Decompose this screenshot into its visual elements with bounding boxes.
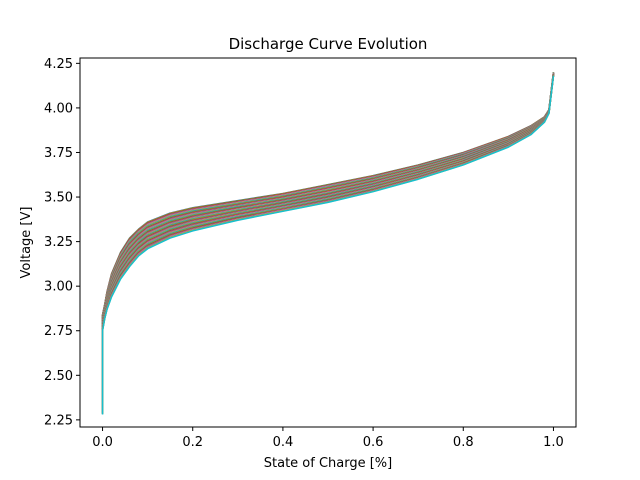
y-axis-title: Voltage [V] xyxy=(19,207,34,279)
y-tick-label: 2.50 xyxy=(44,369,73,384)
y-tick-label: 3.00 xyxy=(44,280,73,295)
y-tick-label: 3.25 xyxy=(44,235,73,250)
plot-frame xyxy=(79,57,577,428)
y-tick-label: 4.00 xyxy=(44,101,73,116)
chart-title: Discharge Curve Evolution xyxy=(229,35,428,53)
x-tick-label: 0.0 xyxy=(92,435,113,450)
x-tick-label: 0.4 xyxy=(273,435,294,450)
x-tick-label: 0.6 xyxy=(363,435,384,450)
x-axis-ticks: 0.0 0.2 0.4 0.6 0.8 1.0 xyxy=(92,427,564,450)
y-tick-label: 3.75 xyxy=(44,146,73,161)
y-tick-label: 3.50 xyxy=(44,191,73,206)
y-tick-label: 4.25 xyxy=(44,57,73,72)
y-axis-ticks: 2.25 2.50 2.75 3.00 3.25 3.50 3.75 4.00 4.25 xyxy=(44,57,80,428)
discharge-series-line xyxy=(101,75,555,415)
x-tick-label: 1.0 xyxy=(543,435,564,450)
x-tick-label: 0.2 xyxy=(182,435,203,450)
series-layer xyxy=(101,72,555,415)
y-tick-label: 2.25 xyxy=(44,413,73,428)
x-tick-label: 0.8 xyxy=(453,435,474,450)
y-tick-label: 2.75 xyxy=(44,324,73,339)
x-axis-title: State of Charge [%] xyxy=(264,456,392,471)
